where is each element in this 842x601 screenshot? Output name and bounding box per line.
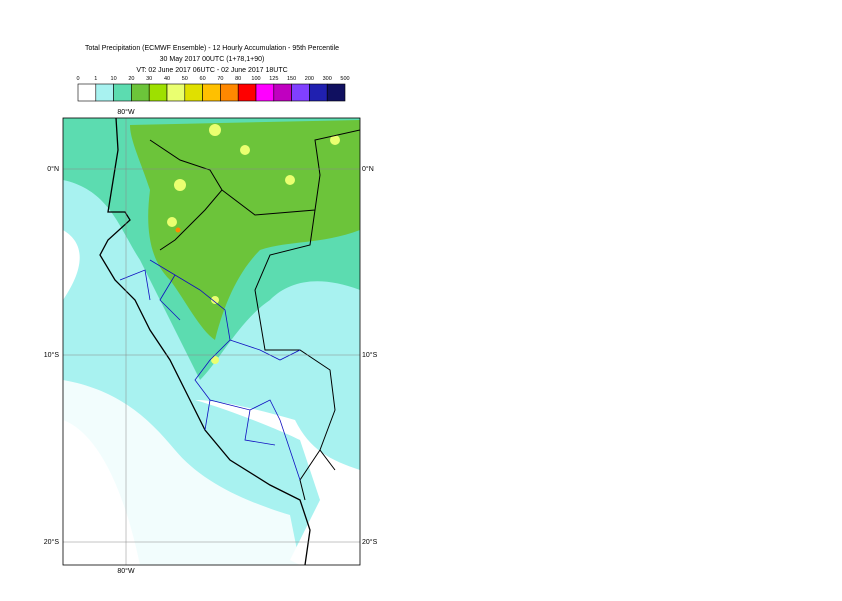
legend-label: 20 <box>128 76 134 82</box>
map <box>63 118 360 565</box>
legend-label: 1 <box>94 76 97 82</box>
precip-peaks <box>167 124 340 364</box>
legend-label: 70 <box>217 76 223 82</box>
title-line: Total Precipitation (ECMWF Ensemble) - 1… <box>85 45 339 52</box>
lat-label: 20°S <box>362 538 378 546</box>
lon-label: 80°W <box>117 108 135 116</box>
legend: 0 1 10 20 30 40 50 60 70 80 100 125 150 200 300 500 <box>76 76 350 102</box>
precip-heavy <box>130 120 360 340</box>
legend-label: 300 <box>323 76 332 82</box>
legend-label: 125 <box>269 76 278 82</box>
legend-box <box>95 83 114 102</box>
map-frame <box>62 117 361 566</box>
legend-box <box>131 83 150 102</box>
lat-label: 20°S <box>44 538 60 546</box>
legend-box <box>326 83 346 102</box>
legend-label: 40 <box>164 76 170 82</box>
legend-label: 200 <box>305 76 314 82</box>
legend-box <box>220 83 239 102</box>
graticule <box>63 118 360 565</box>
dry-area <box>195 400 360 565</box>
legend-label: 10 <box>111 76 117 82</box>
legend-label: 80 <box>235 76 241 82</box>
legend-box <box>291 83 310 102</box>
lat-label: 10°S <box>44 351 60 359</box>
legend-box <box>77 83 97 102</box>
lat-label: 0°N <box>47 165 59 173</box>
precip-peak <box>175 227 181 233</box>
legend-label: 500 <box>340 76 349 82</box>
legend-label: 50 <box>182 76 188 82</box>
coastline <box>99 118 311 565</box>
lat-label: 0°N <box>362 165 374 173</box>
legend-label: 150 <box>287 76 296 82</box>
legend-label: 0 <box>76 76 79 82</box>
dry-area <box>63 230 140 565</box>
legend-label: 30 <box>146 76 152 82</box>
legend-box <box>255 83 275 102</box>
lat-label: 10°S <box>362 351 378 359</box>
legend-box <box>113 83 132 102</box>
title-line: VT: 02 June 2017 06UTC - 02 June 2017 18… <box>136 67 287 74</box>
legend-box <box>237 83 257 102</box>
title-line: 30 May 2017 00UTC (1+78,1+90) <box>160 56 265 63</box>
legend-box <box>184 83 203 102</box>
legend-label: 60 <box>200 76 206 82</box>
lon-label: 80°W <box>117 567 135 575</box>
legend-box <box>202 83 221 102</box>
legend-box <box>148 83 168 102</box>
legend-box <box>273 83 292 102</box>
legend-label: 100 <box>251 76 260 82</box>
legend-box <box>166 83 186 102</box>
border <box>149 129 360 501</box>
legend-box <box>309 83 328 102</box>
